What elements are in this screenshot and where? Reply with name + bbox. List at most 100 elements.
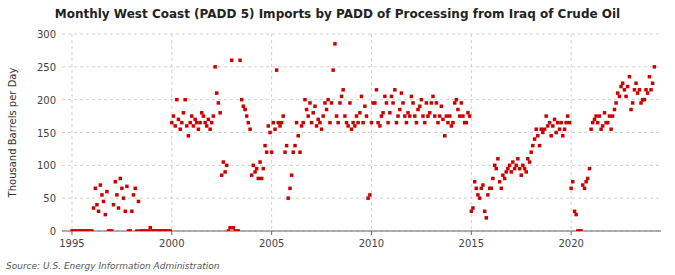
point [325,108,329,112]
point [99,183,103,187]
point [435,101,439,105]
point [90,229,94,231]
x-tick-label: 2000 [159,238,184,249]
point [291,150,295,154]
point [306,114,310,118]
axes: 0501001502002503001995200020052010201520… [37,29,661,249]
point [533,137,537,141]
point [300,124,304,128]
point [606,121,610,125]
point [100,193,104,197]
point [351,121,355,125]
point [531,144,535,148]
point [396,114,400,118]
point [563,127,567,131]
y-tick-label: 50 [43,193,56,204]
point [443,134,447,138]
point [298,150,302,154]
point [208,127,212,131]
point [232,226,236,230]
point [383,95,387,99]
point [561,134,565,138]
point [345,121,349,125]
point [316,118,320,122]
point [137,200,141,204]
point [451,121,455,125]
point [245,114,249,118]
point [609,127,613,131]
point [104,213,108,217]
point [207,118,211,122]
point [566,114,570,118]
point [188,121,192,125]
point [521,164,525,168]
point [513,167,517,171]
point [524,170,528,174]
point [618,95,622,99]
point [541,131,545,135]
point [220,173,224,177]
point [361,121,365,125]
point [185,124,189,128]
point [453,101,457,105]
x-tick [171,231,172,235]
point [405,121,409,125]
point [503,177,507,181]
x-tick [471,231,472,235]
point [470,210,474,214]
point [514,164,518,168]
point [518,167,522,171]
point [516,157,520,161]
point [420,98,424,102]
point [611,114,615,118]
x-tick-label: 2005 [259,238,284,249]
point [400,91,404,95]
y-axis-label: Thousand Barrels per Day [7,68,18,199]
point [406,111,410,115]
point [237,229,241,231]
point [648,75,652,79]
point [320,127,324,131]
point [639,101,643,105]
point [205,124,209,128]
point [125,185,128,189]
point [120,187,124,191]
point [386,121,390,125]
point [631,101,635,105]
point [543,127,547,131]
point [554,131,558,135]
point [115,193,119,197]
point [460,101,464,105]
point [423,121,427,125]
point [393,88,397,92]
point [573,210,577,214]
point [270,150,274,154]
point [581,183,585,187]
point [534,127,538,131]
point [476,193,480,197]
point [276,121,280,125]
point [480,187,484,191]
point [539,127,543,131]
point [613,108,617,112]
point [183,98,187,102]
x-grid-line [71,34,72,231]
point [360,95,364,99]
point [616,91,620,95]
point [310,121,314,125]
point [471,206,475,210]
point [122,196,126,200]
point [519,173,523,177]
point [218,111,222,115]
point [147,229,151,231]
point [358,111,362,115]
point [466,111,470,115]
point [584,180,588,184]
x-grid-line [471,34,472,231]
point [263,144,267,148]
point [569,187,573,191]
point [398,108,402,112]
point [198,121,202,125]
point [601,124,605,128]
point [311,111,315,115]
